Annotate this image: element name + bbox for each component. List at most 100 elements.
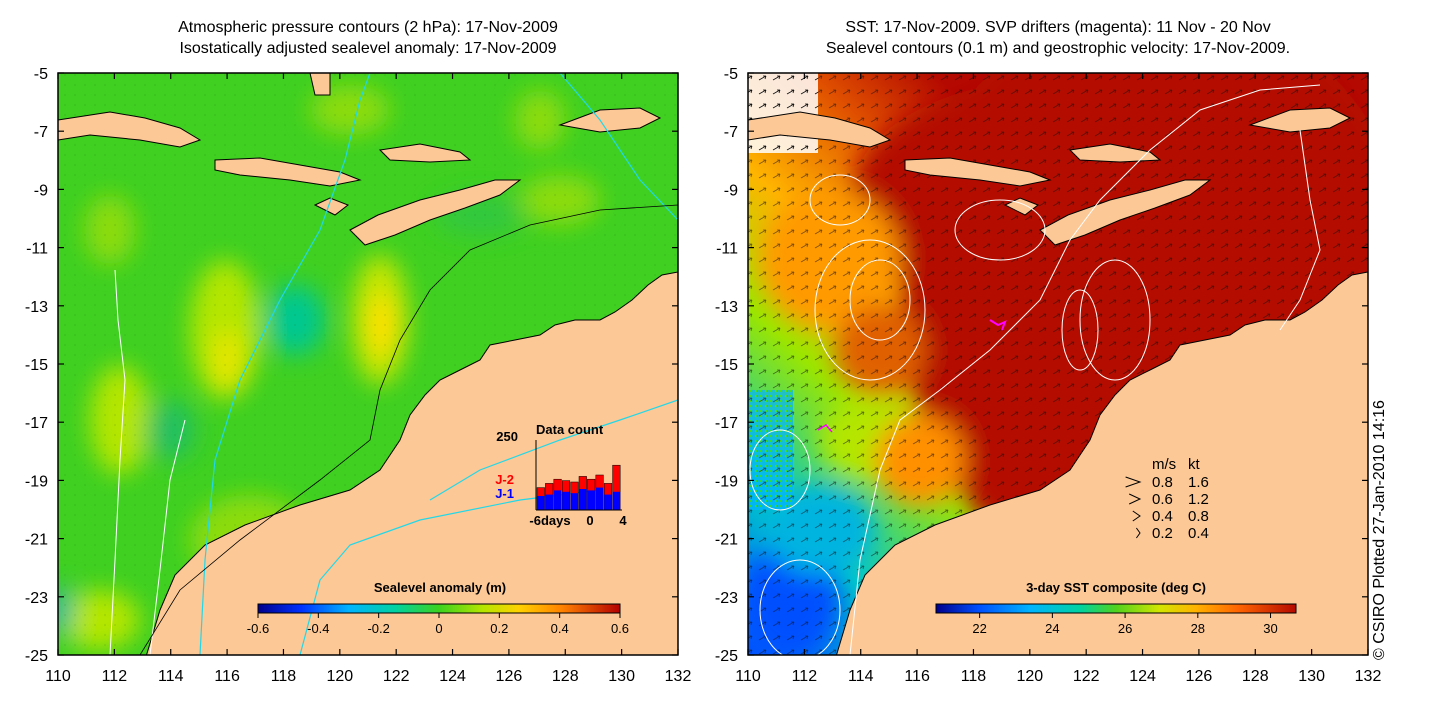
velocity-kt-value: 0.4 [1188, 525, 1209, 542]
left-xtick-label: 116 [214, 668, 240, 685]
left-ytick-label: -23 [25, 590, 48, 607]
right-xtick-label: 128 [1242, 668, 1269, 685]
left-map-title: Atmospheric pressure contours (2 hPa): 1… [58, 17, 678, 59]
data-count-xtick-1: 0 [586, 513, 593, 528]
right-title-line2: Sealevel contours (0.1 m) and geostrophi… [825, 40, 1291, 57]
right-cb-tick-label: 22 [972, 621, 986, 636]
right-xtick-label: 114 [848, 668, 874, 685]
data-count-ymax: 250 [496, 429, 518, 444]
right-cb-tick-label: 28 [1191, 621, 1205, 636]
left-timor-land [349, 179, 522, 246]
credit-text: © CSIRO Plotted 27-Jan-2010 14:16 [1371, 400, 1388, 660]
left-pressure-contour [199, 73, 371, 655]
left-map: 110 112 114 116 118 120 122 124 126 128 130 132 -5 -7… [25, 66, 692, 685]
velocity-ms-value: 0.6 [1152, 491, 1173, 508]
right-xtick-label: 112 [792, 668, 818, 685]
right-ytick-label: -9 [724, 182, 738, 199]
data-count-bar-j1 [604, 494, 612, 510]
right-ytick-label: -15 [715, 357, 738, 374]
right-ytick-label: -17 [715, 415, 738, 432]
right-ytick-label: -19 [715, 473, 738, 490]
left-xtick-label: 124 [439, 668, 466, 685]
left-cb-tick-label: 0.6 [611, 621, 629, 636]
right-xtick-label: 124 [1129, 668, 1156, 685]
left-axis-ticks: 110 112 114 116 118 120 122 124 126 128 130 132 -5 -7… [25, 66, 692, 685]
data-count-bar-j1 [562, 491, 570, 510]
left-ytick-label: -9 [34, 182, 48, 199]
left-ytick-label: -25 [25, 648, 48, 665]
right-colorbar-bar [935, 603, 1297, 614]
left-xtick-label: 110 [45, 668, 71, 685]
right-ytick-label: -13 [715, 299, 738, 316]
right-cb-tick-label: 26 [1118, 621, 1132, 636]
left-ytick-label: -17 [25, 415, 48, 432]
data-count-bar-j1 [587, 490, 595, 510]
left-colorbar: Sealevel anomaly (m) -0.6 -0.4 -0.2 0 0.2 0.4… [247, 580, 629, 636]
right-ytick-label: -23 [715, 590, 738, 607]
left-australia-land [145, 271, 678, 655]
right-axis-ticks: 110 112 114 116 118 120 122 124 126 128 130 132 -5 -7… [715, 66, 1382, 685]
left-ytick-label: -11 [26, 241, 48, 258]
left-cb-tick-label: 0.4 [551, 621, 569, 636]
right-australia-land [835, 271, 1368, 655]
velocity-arrow [1135, 527, 1141, 539]
right-ytick-label: -25 [715, 648, 738, 665]
right-islands-land [748, 111, 892, 148]
right-ytick-label: -7 [724, 124, 738, 141]
left-colorbar-bar [257, 603, 621, 614]
sealevel-contours [749, 84, 1321, 655]
left-xtick-label: 120 [326, 668, 353, 685]
right-ytick-label: -5 [724, 66, 738, 83]
velocity-legend: m/s kt 0.8 1.60.6 1.20.4 0.80.2 0.4 [1125, 456, 1209, 542]
velocity-kt-value: 0.8 [1188, 508, 1209, 525]
data-count-xtick-0: -6days [529, 513, 570, 528]
right-timor-land [1039, 179, 1212, 246]
velocity-arrow [1128, 493, 1142, 505]
right-xtick-label: 120 [1016, 668, 1043, 685]
left-cb-tick-label: -0.6 [247, 621, 269, 636]
left-ytick-label: -5 [34, 66, 48, 83]
right-xtick-label: 110 [735, 668, 761, 685]
svp-drifter-track [989, 319, 1007, 331]
left-xtick-label: 130 [608, 668, 635, 685]
data-count-xtick-2: 4 [619, 513, 627, 528]
right-xtick-label: 126 [1186, 668, 1213, 685]
right-xtick-label: 130 [1298, 668, 1325, 685]
velocity-ms-value: 0.2 [1152, 525, 1173, 542]
velocity-header-ms: m/s [1152, 456, 1176, 473]
left-ytick-label: -7 [34, 124, 48, 141]
velocity-kt-value: 1.2 [1188, 491, 1209, 508]
data-count-bar-j1 [553, 490, 562, 510]
velocity-ms-value: 0.4 [1152, 508, 1173, 525]
left-colorbar-ticks: -0.6 -0.4 -0.2 0 0.2 0.4 0.6 [247, 613, 629, 636]
velocity-rows: 0.8 1.60.6 1.20.4 0.80.2 0.4 [1125, 474, 1209, 542]
left-ytick-label: -19 [25, 473, 48, 490]
right-colorbar-ticks: 22 24 26 28 30 [972, 613, 1278, 636]
right-map: 110 112 114 116 118 120 122 124 126 128 130 132 -5 -7… [715, 66, 1382, 685]
left-xtick-label: 128 [552, 668, 579, 685]
right-xtick-label: 122 [1073, 668, 1100, 685]
velocity-kt-value: 1.6 [1188, 474, 1209, 491]
left-cb-tick-label: 0.2 [490, 621, 508, 636]
right-xtick-label: 116 [904, 668, 930, 685]
right-cb-tick-label: 30 [1263, 621, 1277, 636]
left-islands-land [58, 111, 202, 148]
left-cb-tick-label: -0.4 [307, 621, 329, 636]
left-colorbar-title: Sealevel anomaly (m) [374, 580, 506, 595]
left-ytick-label: -13 [25, 299, 48, 316]
right-title-line1: SST: 17-Nov-2009. SVP drifters (magenta)… [845, 19, 1271, 36]
right-ytick-label: -11 [716, 241, 738, 258]
right-map-title: SST: 17-Nov-2009. SVP drifters (magenta)… [748, 17, 1368, 59]
left-xtick-label: 118 [271, 668, 297, 685]
left-cb-tick-label: 0 [435, 621, 442, 636]
data-count-bar-j1 [545, 494, 553, 510]
velocity-arrow [1132, 510, 1141, 522]
right-cb-tick-label: 24 [1045, 621, 1059, 636]
left-ytick-label: -15 [25, 357, 48, 374]
left-xtick-label: 132 [665, 668, 692, 685]
left-xtick-label: 122 [383, 668, 410, 685]
data-count-title: Data count [536, 422, 604, 437]
velocity-arrow [1125, 476, 1142, 488]
legend-j2: J-2 [495, 472, 514, 487]
